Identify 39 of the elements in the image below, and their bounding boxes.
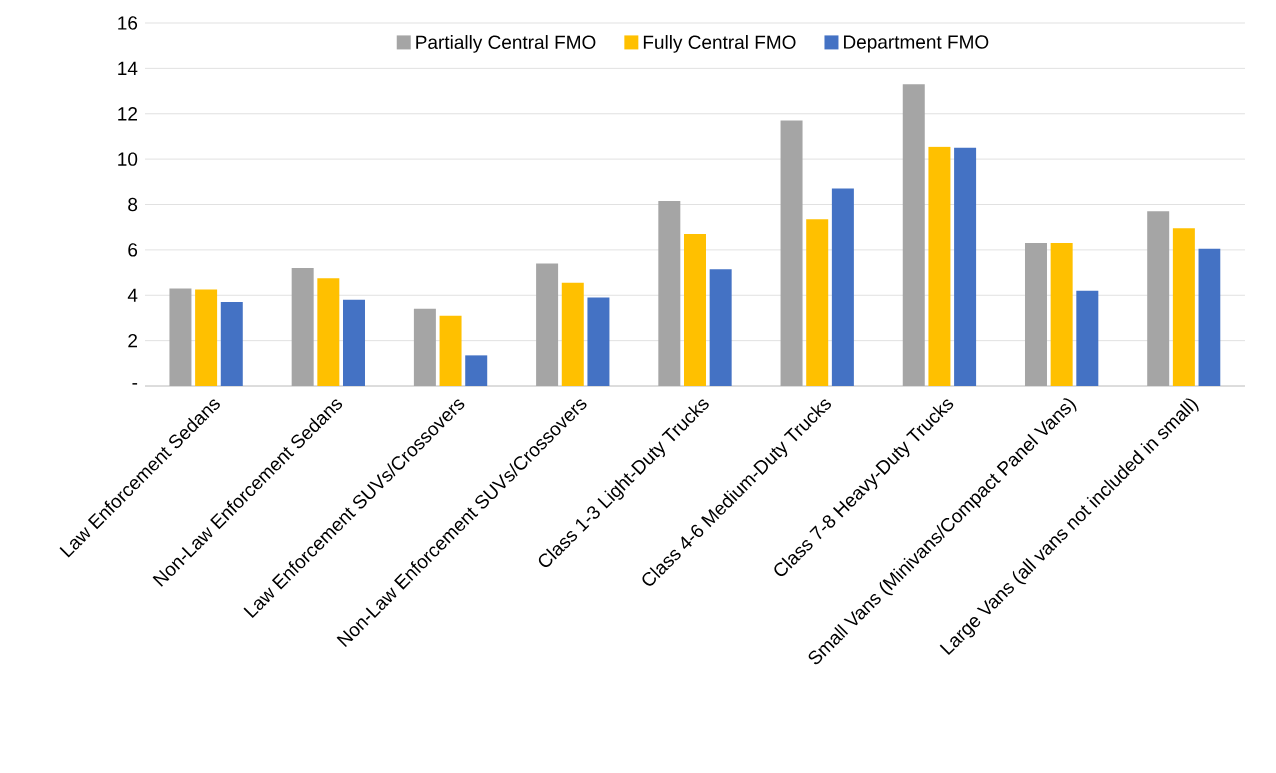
bar — [658, 201, 681, 386]
bar — [709, 269, 732, 386]
bar — [1050, 243, 1073, 386]
y-tick-label: 14 — [118, 61, 138, 75]
bar — [561, 282, 584, 386]
bar — [536, 263, 559, 386]
legend-label: Partially Central FMO — [416, 35, 596, 53]
bar — [1024, 243, 1047, 386]
y-tick-label: 10 — [118, 152, 138, 166]
bar — [587, 297, 610, 386]
bar — [1147, 211, 1170, 386]
legend-label: Fully Central FMO — [643, 35, 796, 53]
bar — [1076, 290, 1099, 386]
bar — [317, 278, 340, 386]
y-tick-label: 8 — [128, 197, 138, 212]
bar — [413, 308, 436, 386]
y-tick-label: 6 — [128, 243, 138, 257]
bar — [928, 146, 951, 386]
bar — [1198, 248, 1221, 386]
y-tick-label: 4 — [127, 288, 138, 302]
y-tick-label: 12 — [118, 107, 137, 121]
bar — [439, 315, 462, 386]
bar — [169, 288, 192, 386]
bar — [465, 355, 488, 386]
y-tick-label: - — [132, 383, 138, 385]
bar — [343, 299, 365, 386]
bar — [806, 219, 829, 386]
y-tick-label: 16 — [118, 16, 138, 30]
bar — [195, 289, 218, 386]
bar — [220, 302, 243, 386]
bar — [954, 147, 977, 386]
legend-label: Department FMO — [844, 35, 989, 53]
bar — [1172, 228, 1195, 386]
bar — [780, 120, 803, 386]
bar — [683, 234, 706, 386]
bar — [902, 84, 925, 386]
y-tick-label: 2 — [128, 333, 137, 348]
bar — [291, 268, 314, 386]
bar — [831, 188, 854, 386]
